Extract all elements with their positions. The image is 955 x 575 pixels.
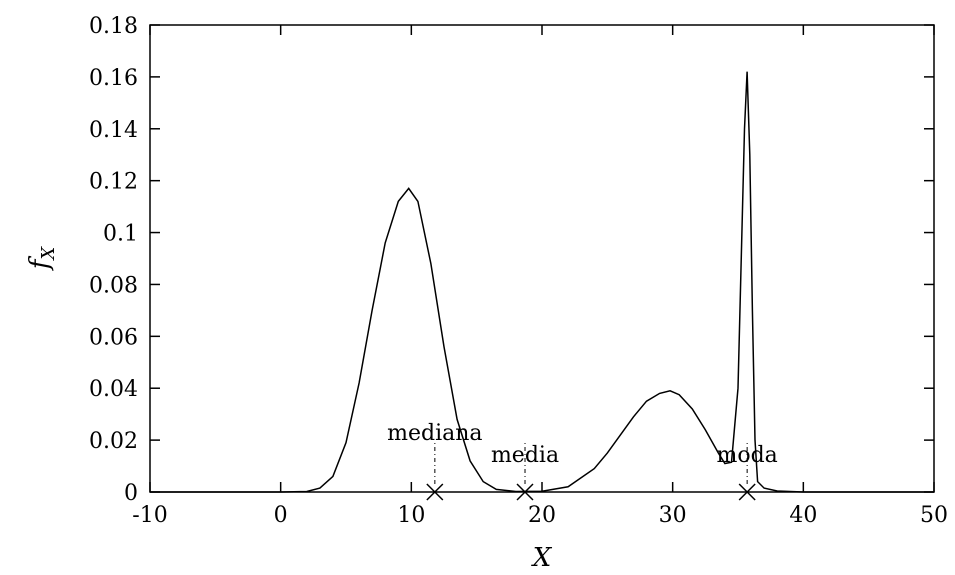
marker-label-mediana: mediana [387,421,482,446]
y-axis-title: fX [25,246,59,272]
x-tick-label: 20 [528,503,556,528]
x-tick-label: 40 [789,503,817,528]
y-tick-label: 0.14 [89,118,138,143]
plot-frame [149,24,935,493]
marker-cross [738,483,756,501]
x-tick-label: 10 [397,503,425,528]
y-tick-label: 0.02 [89,429,138,454]
y-tick-label: 0.18 [89,14,138,39]
marker-label-moda: moda [716,443,777,468]
marker-group: mediana media moda [387,421,778,501]
x-tick-label: 30 [659,503,687,528]
density-curve [150,71,934,493]
x-tick-label: 0 [274,503,288,528]
x-axis-ticks: -10 0 10 20 30 40 50 [132,25,948,528]
x-axis-title: X [531,543,553,573]
y-tick-label: 0.08 [89,273,138,298]
marker-cross [516,483,534,501]
marker-cross [426,483,444,501]
marker-label-media: media [491,443,559,468]
y-tick-label: 0.04 [89,377,138,402]
y-tick-label: 0.06 [89,325,138,350]
y-axis-ticks: 0 0.02 0.04 0.06 0.08 0.1 0.12 0.14 0.16 0.18 [89,14,934,506]
y-axis-title-sub: X [38,246,59,262]
y-tick-label: 0.16 [89,66,138,91]
y-tick-label: 0 [124,481,138,506]
x-tick-label: 50 [920,503,948,528]
y-tick-label: 0.12 [89,170,138,195]
x-tick-label: -10 [132,503,167,528]
y-tick-label: 0.1 [103,222,138,247]
